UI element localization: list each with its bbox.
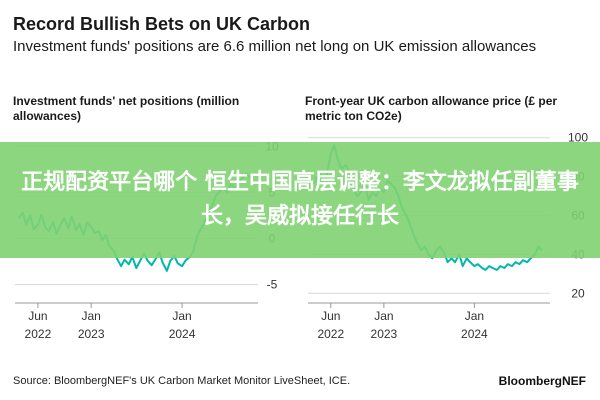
left-x-tick-year: 2022 bbox=[25, 327, 52, 341]
overlay-banner: 正规配资平台哪个 恒生中国高层调整：李文龙拟任副董事长，吴威拟接任行长 bbox=[0, 142, 600, 258]
overlay-banner-text: 正规配资平台哪个 恒生中国高层调整：李文龙拟任副董事长，吴威拟接任行长 bbox=[21, 170, 579, 229]
brand-logo: BloombergNEF bbox=[498, 374, 586, 388]
left-x-tick-label: Jun bbox=[28, 309, 47, 323]
right-x-tick-label: Jan bbox=[465, 309, 484, 323]
right-panel-title: Front-year UK carbon allowance price (£ … bbox=[305, 94, 558, 123]
right-y-tick-label: 100 bbox=[568, 131, 588, 145]
left-x-tick-year: 2023 bbox=[78, 327, 105, 341]
right-y-tick-label: 20 bbox=[571, 286, 585, 300]
left-x-tick-label: Jan bbox=[82, 309, 101, 323]
right-x-tick-year: 2022 bbox=[317, 327, 344, 341]
left-x-tick-label: Jan bbox=[172, 309, 191, 323]
right-x-tick-label: Jan bbox=[374, 309, 393, 323]
left-y-tick-label: -5 bbox=[267, 278, 278, 292]
chart-title: Record Bullish Bets on UK Carbon bbox=[13, 14, 311, 34]
left-x-tick-year: 2024 bbox=[169, 327, 196, 341]
source-note: Source: BloombergNEF's UK Carbon Market … bbox=[13, 375, 351, 387]
right-x-tick-year: 2023 bbox=[371, 327, 398, 341]
right-x-tick-label: Jun bbox=[321, 309, 340, 323]
chart-subtitle: Investment funds' positions are 6.6 mill… bbox=[13, 38, 537, 55]
right-x-tick-year: 2024 bbox=[461, 327, 488, 341]
left-panel-title: Investment funds' net positions (million… bbox=[13, 94, 240, 123]
